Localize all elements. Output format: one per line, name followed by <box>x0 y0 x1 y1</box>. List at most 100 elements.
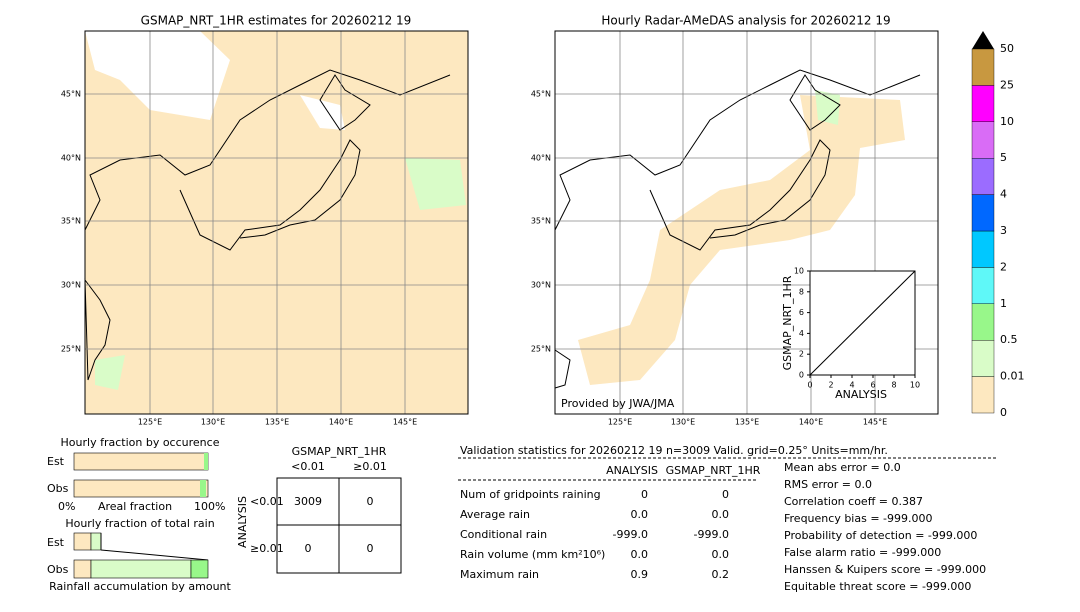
y-tick-label: 0 <box>799 371 804 380</box>
map-frame <box>84 30 469 415</box>
y-tick-label: 2 <box>799 350 804 359</box>
colorbar-label: 0.01 <box>1000 370 1025 383</box>
right-map: 45°N 40°N 35°N 30°N 25°N 125°E 130°E 135°E 140°E… <box>531 30 939 427</box>
stat-value: -999.0 <box>613 528 648 541</box>
right-title: Hourly Radar-AMeDAS analysis for 2026021… <box>601 14 890 28</box>
total-rain-title: Hourly fraction of total rain <box>65 517 214 530</box>
stat-value: 0.0 <box>631 508 649 521</box>
score: Frequency bias = -999.000 <box>784 512 933 525</box>
stat-label: Conditional rain <box>460 528 547 541</box>
connector <box>100 533 209 561</box>
colorbar-label: 3 <box>1000 224 1007 237</box>
fraction-bar <box>73 559 92 579</box>
stat-value: -999.0 <box>694 528 729 541</box>
rain-area <box>578 95 905 385</box>
lat-label: 40°N <box>531 154 551 163</box>
stat-value: 0.0 <box>712 508 730 521</box>
col-label: ≥0.01 <box>353 460 387 473</box>
colorbar-box <box>971 157 995 195</box>
colorbar-box <box>971 340 995 377</box>
col-label: <0.01 <box>291 460 325 473</box>
stat-label: Average rain <box>460 508 530 521</box>
lon-label: 135°E <box>735 418 759 427</box>
stat-value: 0 <box>722 488 729 501</box>
lon-label: 145°E <box>393 418 417 427</box>
lat-label: 45°N <box>531 90 551 99</box>
x-tick-label: 0 <box>807 381 812 390</box>
occurrence-title: Hourly fraction by occurence <box>61 436 220 449</box>
coastline <box>84 69 451 381</box>
row-label: Obs <box>47 482 69 495</box>
y-tick-label: 4 <box>799 329 804 338</box>
lat-label: 45°N <box>61 90 81 99</box>
colorbar-label: 0 <box>1000 406 1007 419</box>
fraction-bar <box>73 452 209 471</box>
lat-label: 30°N <box>531 281 551 290</box>
axis-min: 0% <box>58 500 75 513</box>
score: RMS error = 0.0 <box>784 478 872 491</box>
colorbar-label: 50 <box>1000 42 1014 55</box>
fraction-bar <box>73 479 209 498</box>
col-label: GSMAP_NRT_1HR <box>666 464 761 477</box>
row-label: Obs <box>47 563 69 576</box>
row-label: Est <box>47 536 65 549</box>
left-title: GSMAP_NRT_1HR estimates for 20260212 19 <box>141 14 412 28</box>
fraction-bar <box>200 480 206 497</box>
left-map: 45°N 40°N 35°N 30°N 25°N 125°E 130°E 135°E 140°E… <box>61 30 469 427</box>
validation-header: Validation statistics for 20260212 19 n=… <box>460 444 888 457</box>
diagonal <box>809 270 916 376</box>
no-data-area <box>85 31 230 120</box>
x-tick-label: 8 <box>891 381 896 390</box>
x-tick-label: 10 <box>910 381 920 390</box>
x-tick-label: 2 <box>828 381 833 390</box>
x-tick-label: 4 <box>849 381 854 390</box>
fraction-bar <box>190 559 209 579</box>
axis-label: Rainfall accumulation by amount <box>49 580 231 593</box>
lon-label: 130°E <box>201 418 225 427</box>
rain-area <box>405 158 466 210</box>
row-label: Est <box>47 455 65 468</box>
map-frame <box>554 30 939 415</box>
stat-value: 0 <box>641 488 648 501</box>
score: Mean abs error = 0.0 <box>784 461 901 474</box>
stat-value: 0.0 <box>712 548 730 561</box>
stat-label: Rain volume (mm km²10⁶) <box>460 548 605 561</box>
colorbar-label: 0.5 <box>1000 333 1018 346</box>
lat-label: 25°N <box>531 345 551 354</box>
cell: 3009 <box>294 495 322 508</box>
lat-label: 25°N <box>61 345 81 354</box>
colorbar-box <box>971 121 995 159</box>
lat-label: 35°N <box>61 217 81 226</box>
colorbar-box <box>971 230 995 268</box>
colorbar-extend <box>972 31 994 49</box>
colorbar-label: 4 <box>1000 188 1007 201</box>
fraction-bar <box>204 453 208 470</box>
coastline <box>554 69 921 389</box>
x-tick-label: 6 <box>870 381 875 390</box>
score: Probability of detection = -999.000 <box>784 529 977 542</box>
col-label: ANALYSIS <box>606 464 658 477</box>
rain-area <box>815 90 840 125</box>
stat-label: Num of gridpoints raining <box>460 488 601 501</box>
colorbar-label: 5 <box>1000 151 1007 164</box>
lon-label: 140°E <box>799 418 823 427</box>
lon-label: 140°E <box>329 418 353 427</box>
lon-label: 130°E <box>671 418 695 427</box>
cell: 0 <box>305 542 312 555</box>
stat-value: 0.9 <box>631 568 649 581</box>
score: Correlation coeff = 0.387 <box>784 495 923 508</box>
colorbar-box <box>971 48 995 86</box>
axis-label: Areal fraction <box>98 500 172 513</box>
stat-value: 0.2 <box>712 568 730 581</box>
lon-label: 135°E <box>265 418 289 427</box>
credit: Provided by JWA/JMA <box>561 397 675 410</box>
contingency-title: GSMAP_NRT_1HR <box>292 445 387 458</box>
score: Equitable threat score = -999.000 <box>784 580 971 593</box>
colorbar-box <box>971 303 995 341</box>
lat-label: 30°N <box>61 281 81 290</box>
cell: 0 <box>367 542 374 555</box>
score: Hanssen & Kuipers score = -999.000 <box>784 563 986 576</box>
fraction-bar <box>90 559 192 579</box>
fraction-bar <box>90 532 102 551</box>
